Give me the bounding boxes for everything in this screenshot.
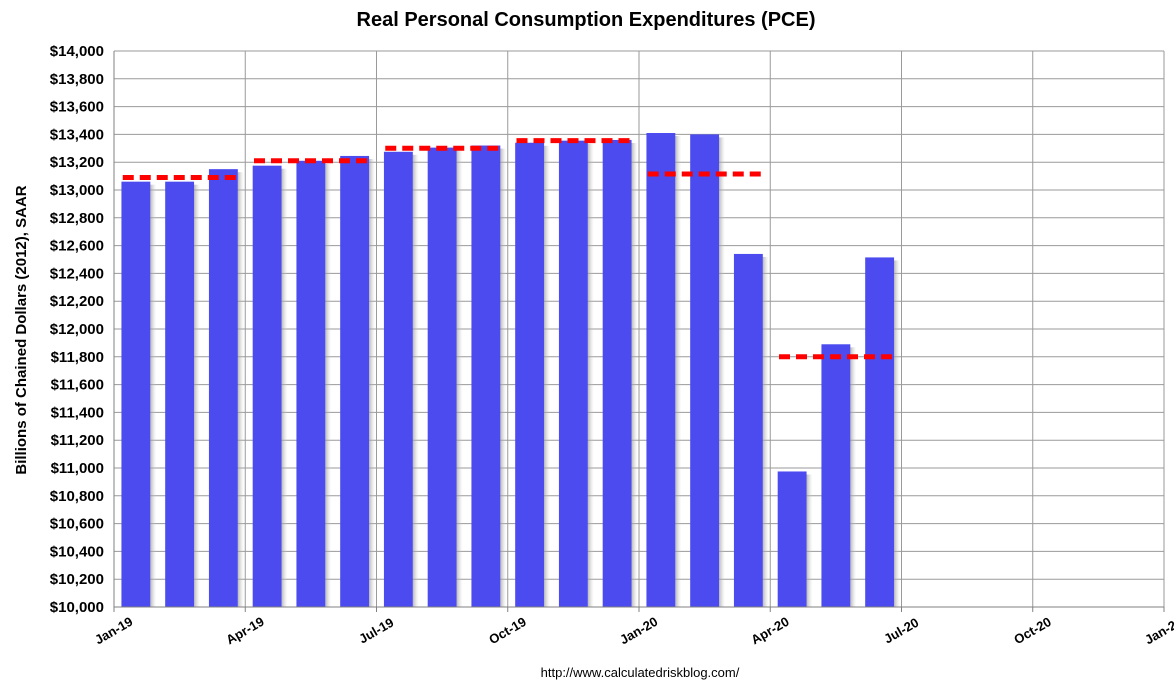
bar-Nov-19 [558, 140, 588, 607]
average-layer [122, 138, 893, 360]
y-tick-label: $10,400 [50, 543, 104, 560]
y-tick-label: $10,800 [50, 488, 104, 505]
y-tick-label: $13,800 [50, 71, 104, 88]
bar-shadow [325, 163, 332, 607]
bar-shadow [894, 260, 901, 607]
bar-shadow [369, 158, 376, 607]
bar-shadow [762, 256, 769, 607]
y-tick-label: $13,400 [50, 126, 104, 143]
bar-shadow [631, 142, 638, 607]
y-tick-label: $12,400 [50, 265, 104, 282]
bar-Sep-19 [471, 145, 501, 607]
bar-shadow [675, 136, 682, 607]
bar-shadow [412, 154, 419, 607]
x-tick-label: Jul-20 [881, 615, 921, 647]
y-tick-label: $10,000 [50, 599, 104, 616]
x-tick-label: Jan-19 [92, 614, 135, 648]
bar-shadow [850, 347, 857, 607]
y-tick-label: $11,800 [51, 349, 104, 366]
y-tick-label: $13,000 [50, 182, 104, 199]
bar-Oct-19 [515, 142, 545, 608]
bar-shadow [237, 172, 244, 607]
bar-shadow [150, 184, 157, 607]
bar-shadow [806, 474, 813, 607]
source-url: http://www.calculatedriskblog.com/ [541, 665, 740, 680]
bar-shadow [500, 148, 507, 607]
y-tick-label: $11,600 [51, 377, 104, 394]
bar-Jun-19 [340, 155, 370, 607]
x-tick-label: Apr-19 [223, 614, 266, 648]
bar-Feb-20 [690, 134, 720, 607]
y-tick-label: $10,200 [50, 571, 104, 588]
bars-layer [121, 133, 901, 608]
bar-Feb-19 [165, 181, 195, 607]
y-tick-label: $12,200 [50, 293, 104, 310]
bar-shadow [281, 168, 288, 608]
y-tick-label: $13,200 [50, 154, 104, 171]
bar-shadow [456, 150, 463, 608]
chart-title: Real Personal Consumption Expenditures (… [357, 9, 816, 31]
y-tick-label: $11,000 [51, 460, 104, 477]
bar-Apr-20 [777, 471, 807, 607]
bar-Jan-20 [646, 133, 676, 607]
bar-Aug-19 [427, 147, 457, 608]
bar-Mar-20 [733, 253, 763, 607]
y-tick-label: $14,000 [50, 43, 104, 60]
grid-layer [114, 50, 1165, 608]
x-tick-label: Oct-20 [1011, 614, 1054, 647]
x-tick-label: Apr-20 [748, 614, 791, 648]
bar-shadow [194, 184, 201, 607]
bar-Jun-20 [865, 257, 895, 607]
bar-Dec-19 [602, 139, 632, 607]
y-tick-label: $12,000 [50, 321, 104, 338]
bar-Apr-19 [252, 165, 282, 608]
y-tick-label: $11,200 [51, 432, 104, 449]
bar-Jan-19 [121, 181, 151, 607]
bar-Jul-19 [383, 151, 413, 607]
y-tick-label: $11,400 [51, 404, 104, 421]
bar-shadow [544, 145, 551, 608]
x-tick-label: Jan-21 [1142, 614, 1174, 648]
x-tick-label: Oct-19 [486, 614, 529, 647]
y-tick-label: $13,600 [50, 99, 104, 116]
y-axis-label: Billions of Chained Dollars (2012), SAAR [13, 185, 30, 474]
x-tick-label: Jan-20 [617, 614, 660, 648]
y-tick-label: $12,600 [50, 238, 104, 255]
bar-shadow [587, 143, 594, 607]
bar-May-20 [821, 344, 851, 607]
x-tick-label: Jul-19 [356, 615, 396, 647]
y-tick-label: $10,600 [50, 516, 104, 533]
bar-May-19 [296, 160, 326, 607]
bar-Mar-19 [208, 169, 238, 607]
y-tick-label: $12,800 [50, 210, 104, 227]
bar-shadow [719, 137, 726, 607]
